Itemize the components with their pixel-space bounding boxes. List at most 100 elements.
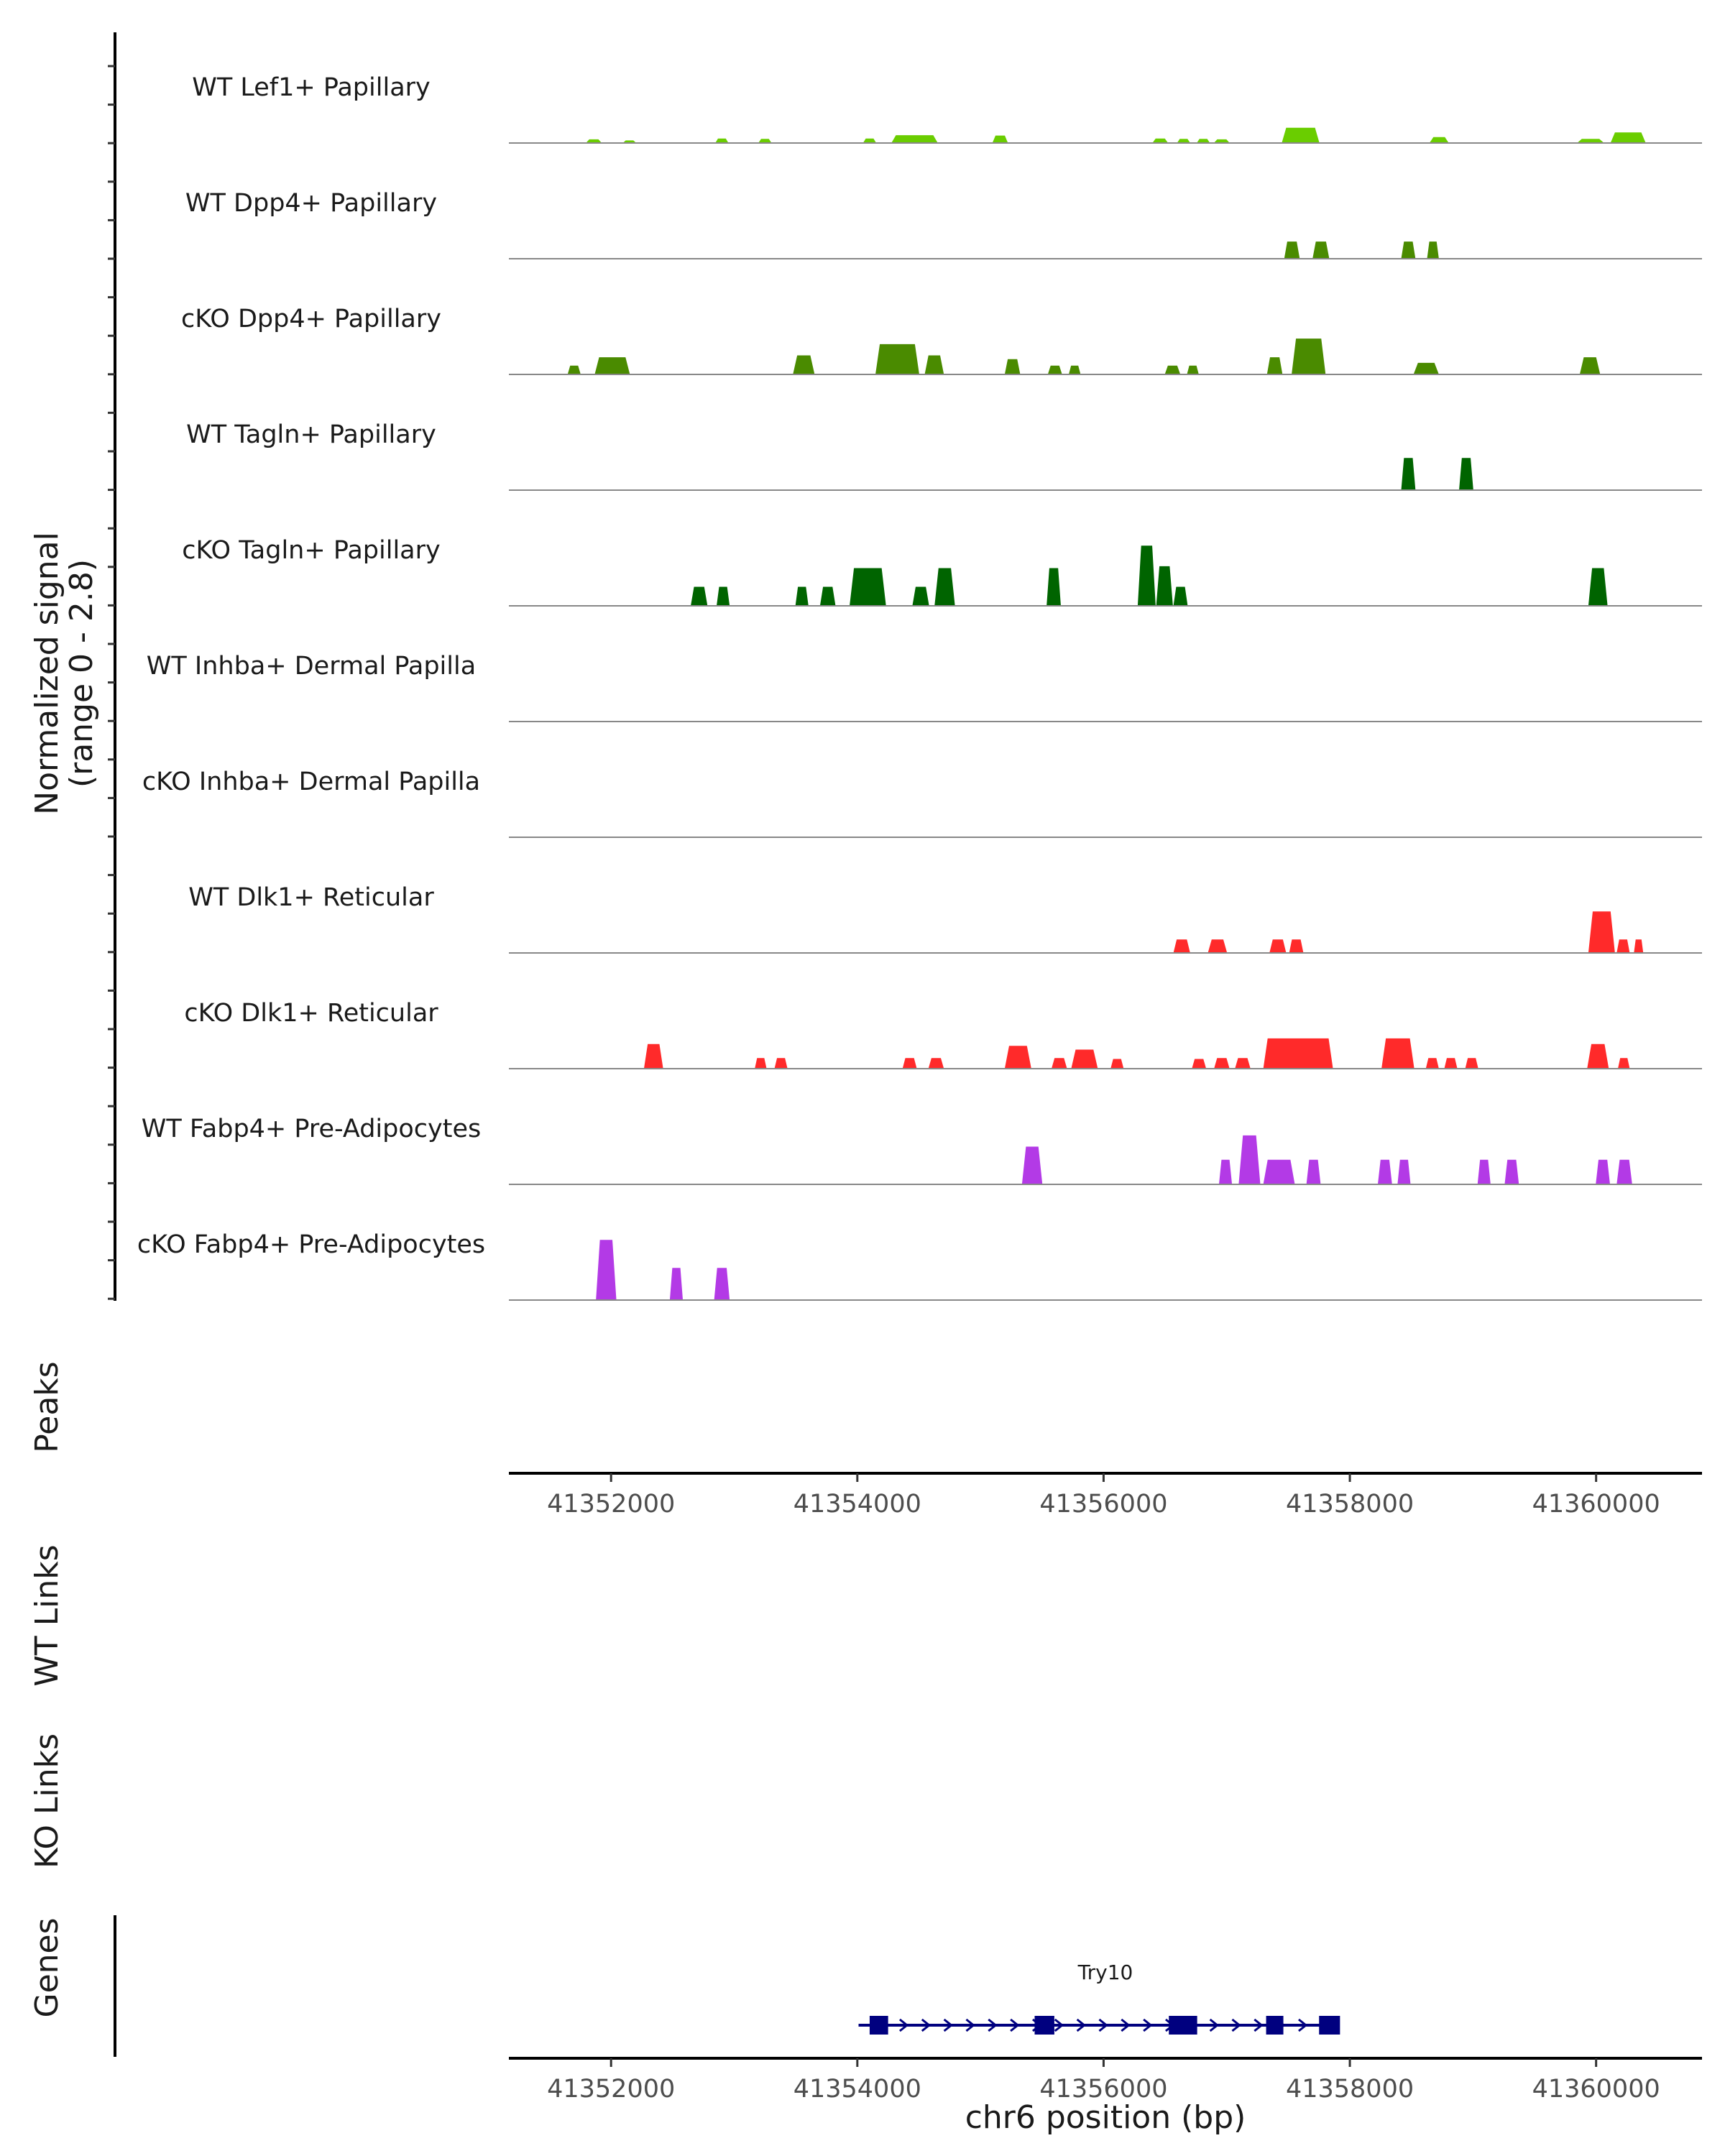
signal-peak (902, 1058, 917, 1069)
strand-arrow (1010, 2018, 1020, 2032)
gene-exon (869, 2016, 888, 2035)
signal-peak (1458, 458, 1473, 491)
signal-peak (1306, 1159, 1321, 1185)
track-label: WT Dlk1+ Reticular (188, 883, 434, 912)
signal-peak (1377, 1159, 1392, 1185)
signal-peak (1588, 911, 1615, 954)
signal-peak (1004, 1046, 1031, 1069)
signal-peak (1047, 365, 1062, 375)
signal-peak (891, 135, 939, 144)
signal-peak (912, 586, 929, 607)
signal-peak (1173, 586, 1188, 607)
signal-peak (567, 365, 581, 375)
signal-peak (1616, 1159, 1632, 1185)
strand-arrow (943, 2018, 953, 2032)
signal-peak (934, 568, 955, 607)
signal-peak (594, 357, 630, 375)
track-label: WT Fabp4+ Pre-Adipocytes (142, 1115, 481, 1143)
signal-peak (1504, 1159, 1519, 1185)
signal-peak (1465, 1058, 1478, 1069)
signal-peak (1263, 1159, 1295, 1185)
track-7: cKO Inhba+ Dermal Papilla (142, 768, 1702, 838)
panel-label-genes: Genes (29, 1917, 65, 2017)
track-5: cKO Tagln+ Papillary (182, 536, 1702, 607)
genes-x-tick-label: 41358000 (1286, 2075, 1414, 2104)
signal-peak (1071, 1049, 1098, 1069)
gene-exon (1034, 2016, 1054, 2035)
gene-exon (1319, 2016, 1340, 2035)
peaks-x-tick-label: 41352000 (547, 1490, 675, 1519)
track-label: cKO Tagln+ Papillary (182, 536, 441, 565)
signal-peak (1213, 1058, 1230, 1069)
peaks-x-tick-label: 41358000 (1286, 1490, 1414, 1519)
genes-x-tick-label: 41356000 (1039, 2075, 1167, 2104)
signal-peak (1588, 568, 1608, 607)
signal-peak (1137, 545, 1156, 607)
strand-arrow (1231, 2018, 1241, 2032)
track-label: WT Lef1+ Papillary (192, 73, 431, 102)
signal-peak (669, 1268, 684, 1301)
track-label: WT Tagln+ Papillary (186, 420, 436, 449)
track-label: WT Inhba+ Dermal Papilla (147, 652, 476, 681)
signal-peak (714, 1268, 730, 1301)
signal-peak (1263, 1038, 1333, 1069)
signal-peak (1021, 1146, 1043, 1185)
signal-peak (1173, 939, 1190, 954)
strand-arrow (1143, 2018, 1153, 2032)
signal-peak (924, 355, 944, 375)
strand-arrow (965, 2018, 975, 2032)
track-6: WT Inhba+ Dermal Papilla (147, 652, 1702, 722)
signal-peak (755, 1058, 767, 1069)
track-4: WT Tagln+ Papillary (186, 420, 1702, 491)
strand-arrow (898, 2018, 909, 2032)
signal-peak (1192, 1059, 1207, 1069)
panel-label-ko-links: KO Links (29, 1733, 65, 1869)
signal-peak (795, 586, 809, 607)
strand-arrow (988, 2018, 998, 2032)
track-10: WT Fabp4+ Pre-Adipocytes (142, 1115, 1702, 1185)
signal-peak (1110, 1059, 1124, 1069)
signal-peak (1051, 1058, 1067, 1069)
strand-arrow (1121, 2018, 1131, 2032)
track-3: cKO Dpp4+ Papillary (181, 305, 1702, 375)
track-9: cKO Dlk1+ Reticular (184, 999, 1702, 1069)
signal-peak (1413, 362, 1440, 375)
genes-x-axis: 41352000 41354000 41356000 41358000 41360000… (509, 2057, 1702, 2136)
signal-peak (1401, 458, 1416, 491)
strand-arrow (921, 2018, 932, 2032)
signal-peak (1238, 1135, 1261, 1185)
signal-peak (1312, 241, 1330, 259)
gene-exon (1266, 2016, 1284, 2035)
signal-peak (1284, 241, 1300, 259)
genes-panel: Try10 (114, 1915, 1340, 2057)
track-label: cKO Dpp4+ Papillary (181, 305, 441, 333)
signal-peak (596, 1240, 617, 1301)
signal-peak (1397, 1159, 1411, 1185)
signal-peak (1616, 939, 1630, 954)
signal-peak (849, 568, 886, 607)
signal-peak (1004, 359, 1021, 375)
genes-x-tick-label: 41360000 (1532, 2075, 1660, 2104)
track-2: WT Dpp4+ Papillary (185, 189, 1702, 259)
genes-x-tick-label: 41354000 (794, 2075, 921, 2104)
signal-peak (1291, 338, 1326, 375)
signal-peak (1596, 1159, 1611, 1185)
track-label: cKO Inhba+ Dermal Papilla (142, 768, 480, 796)
signal-peak (1266, 357, 1283, 375)
x-axis-title: chr6 position (bp) (965, 2099, 1246, 2136)
signal-peak (1425, 1058, 1440, 1069)
signal-peak (1156, 566, 1173, 607)
strand-arrow (1209, 2018, 1220, 2032)
signal-peak (1208, 939, 1228, 954)
gene-name-label: Try10 (1077, 1961, 1133, 1984)
peaks-x-tick-label: 41354000 (794, 1490, 921, 1519)
signal-axis-subtitle: (range 0 - 2.8) (63, 559, 100, 788)
signal-peak (1579, 357, 1601, 375)
track-1: WT Lef1+ Papillary (192, 73, 1702, 144)
signal-peak (1068, 365, 1081, 375)
signal-peak (928, 1058, 944, 1069)
signal-peak (1269, 939, 1287, 954)
signal-peak (1477, 1159, 1491, 1185)
track-label: WT Dpp4+ Papillary (185, 189, 437, 218)
